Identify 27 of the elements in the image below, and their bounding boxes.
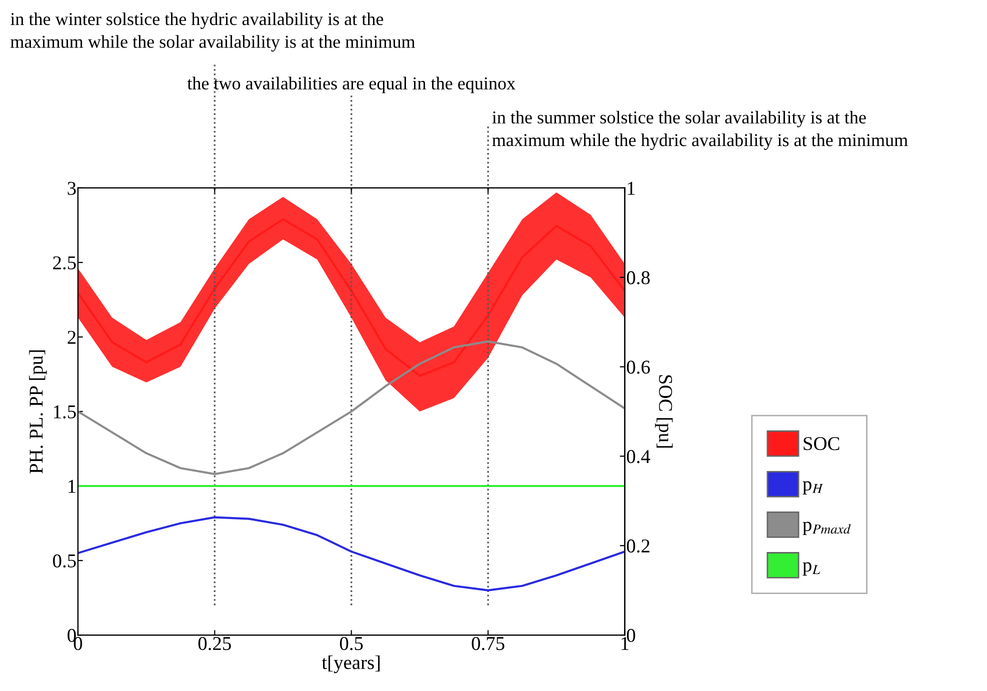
x-tick-label: 0.75 (472, 636, 504, 650)
line-series (78, 516, 625, 592)
y2-tick-label: 0.2 (626, 539, 650, 553)
line-series (78, 340, 625, 476)
y-tick-label: 2 (68, 330, 76, 344)
y2-tick-label: 0.8 (626, 271, 650, 284)
x-tick-label: 0.25 (198, 636, 231, 650)
legend-label: p$_{H}$ (802, 481, 823, 494)
x-axis-title: t[years] (322, 655, 380, 674)
y-axis-title: PH. PL. PP [pu] (29, 350, 47, 474)
y2-axis-title: SOC [pu] (655, 375, 673, 448)
x-tick-label: 1 (622, 637, 628, 650)
y2-tick-label: 0.4 (626, 450, 650, 464)
ref-line-label: the two availabilities are equal in the equinox (187, 76, 516, 94)
y-tick-label: 1.5 (54, 405, 76, 419)
y-tick-label: 1 (68, 480, 76, 493)
ref-line-label: in the winter solstice the hydric availability is at the maximum while the solar availability is at the minimum (10, 12, 416, 52)
legend-label: p$_{L}$ (802, 562, 820, 576)
ref-line-label: in the summer solstice the solar availability is at the maximum while the hydric availability is at the minimum (492, 110, 908, 150)
y-tick-label: 2.5 (53, 256, 76, 270)
y-tick-label: 3 (68, 182, 76, 195)
legend-label: p$_{Pmaxd}$ (802, 522, 851, 536)
x-tick-label: 0.5 (340, 636, 363, 650)
y2-tick-label: 0.6 (626, 360, 650, 374)
legend-label: SOC (804, 437, 840, 450)
y2-tick-label: 1 (628, 182, 635, 195)
y-tick-label: 0.5 (53, 554, 76, 568)
